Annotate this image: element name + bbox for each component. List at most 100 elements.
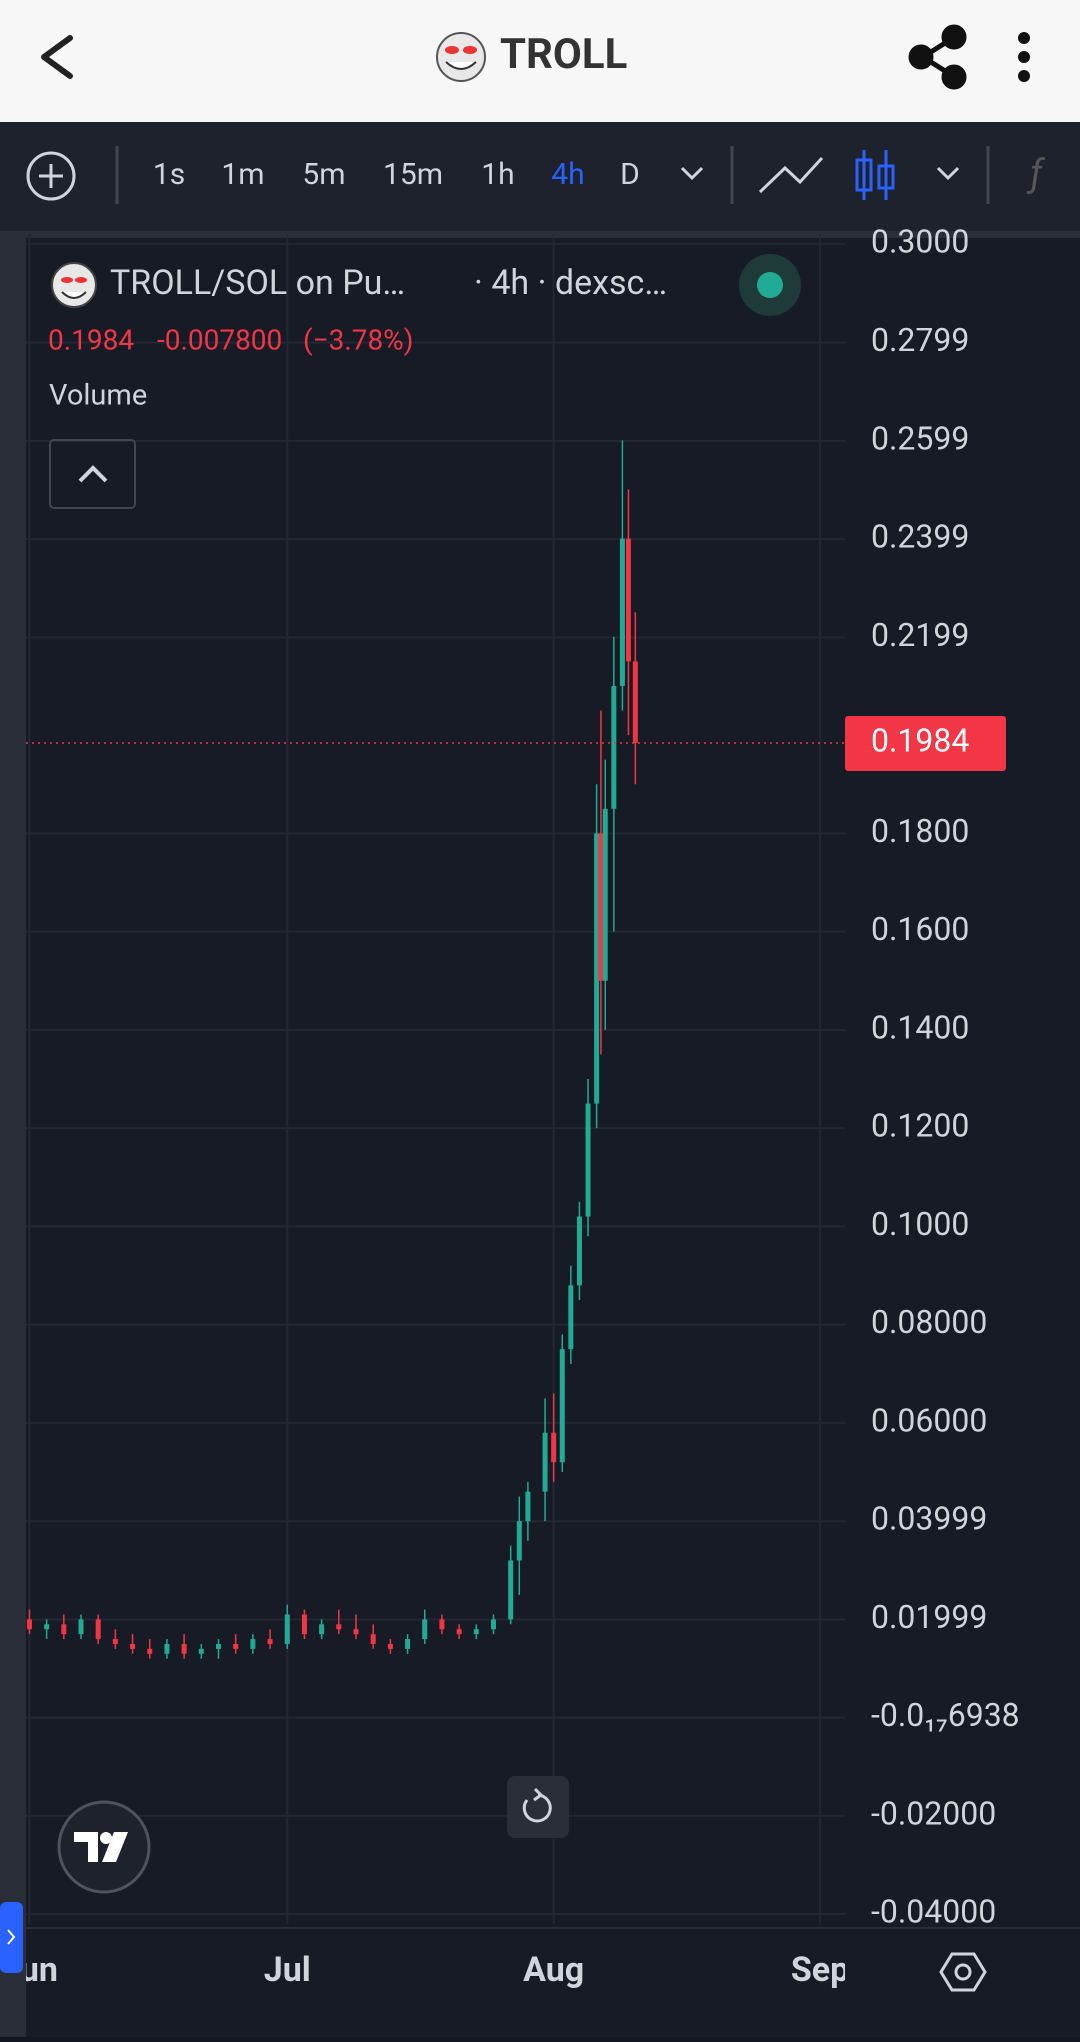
status-dot [757,272,783,298]
candle-body [95,1619,101,1640]
candle-body [542,1432,548,1492]
interval-group: 1s 1m 5m 15m 1h 4h D [153,157,640,192]
line-chart-button[interactable] [758,156,824,194]
candle-body [525,1491,531,1522]
side-tab-arrow [7,1929,16,1945]
candle-body [284,1614,290,1644]
y-axis: -0.04000 -0.02000 -0.0₁₇6938 0.01999 0.03999… [845,222,1020,1931]
y-tick-label: 0.2799 [871,321,969,359]
candle-body [594,833,600,1104]
tradingview-logo[interactable] [57,1800,151,1894]
grid [26,234,845,1924]
y-tick-label: 0.3000 [871,222,969,260]
last-price-label: 0.1984 [871,721,969,759]
toolbar [0,122,1080,231]
candle-body [319,1624,325,1635]
collapse-icon [78,465,108,483]
candle-body [336,1624,342,1630]
indicators-button[interactable]: ƒ [1026,152,1046,196]
x-tick-label: Jul [264,1950,311,1990]
add-indicator-button[interactable] [26,151,76,201]
candle-body [301,1614,307,1635]
y-tick-label: 0.06000 [871,1401,987,1439]
legend-change-pct: (−3.78%) [303,323,413,356]
interval-button[interactable]: D [620,157,640,192]
candle-body [568,1285,574,1350]
back-button[interactable] [41,35,73,79]
candle-body [78,1619,84,1635]
y-tick-label: 0.1200 [871,1107,969,1145]
candle-body [598,833,604,981]
interval-button[interactable]: 1h [481,157,514,192]
interval-button[interactable]: 1m [221,157,264,192]
candle-body [26,1619,32,1630]
legend-subtitle: · 4h · dexsc… [474,263,667,303]
y-tick-label: 0.2599 [871,419,969,457]
y-tick-label: -0.0₁₇6938 [871,1696,1020,1734]
candle-body [559,1349,565,1463]
collapse-button[interactable] [49,439,136,509]
time-axis [0,1928,1080,2037]
app-bar [0,0,1080,122]
plot [26,440,845,1659]
candle-body [164,1643,170,1654]
token-icon [436,32,486,82]
legend-change: -0.007800 [157,323,282,356]
share-button[interactable] [908,24,967,90]
candle-body [181,1643,187,1654]
candle-body [516,1521,522,1561]
y-tick-label: -0.04000 [871,1893,996,1931]
candle-body [370,1634,376,1644]
legend-title: TROLL/SOL on Pu… [110,263,405,303]
candle-body [198,1648,204,1654]
interval-button[interactable]: 1s [153,157,185,192]
y-tick-label: 0.2199 [871,616,969,654]
candle-body [619,538,625,686]
y-tick-label: 0.1400 [871,1008,969,1046]
x-axis: Jun Jul Aug Sep [1,1950,849,1990]
last-price-box [845,715,1006,771]
candle-body [585,1103,591,1217]
candle-body [576,1216,582,1286]
y-tick-label: -0.02000 [871,1794,996,1832]
candle-body [44,1624,50,1630]
divider [0,231,1080,238]
y-tick-label: 0.1600 [871,910,969,948]
candle-body [267,1639,273,1644]
left-strip [0,238,26,2037]
y-tick-label: 0.1000 [871,1205,969,1243]
legend-icon [51,262,97,308]
y-tick-label: 0.08000 [871,1303,987,1341]
y-tick-label: 0.2399 [871,518,969,556]
candle-body [508,1560,514,1620]
app-title: TROLL [500,30,627,79]
candle-chart-button[interactable] [855,150,895,200]
candle-body [611,685,617,809]
x-tick-label: Jun [1,1950,58,1990]
candle-body [632,661,638,743]
candle-body [456,1629,462,1635]
interval-button[interactable]: 15m [383,157,443,192]
x-tick-label: Sep [791,1950,849,1990]
y-tick-label: 0.01999 [871,1598,987,1636]
candle-body [491,1619,497,1630]
x-tick-label: Aug [523,1950,584,1990]
interval-button[interactable]: 5m [302,157,345,192]
y-tick-label: 0.03999 [871,1500,987,1538]
more-button[interactable] [1018,32,1030,82]
interval-dropdown[interactable] [680,166,704,181]
volume-label: Volume [49,379,147,413]
reset-button[interactable] [507,1776,569,1838]
candle-body [130,1643,136,1649]
chart-type-dropdown[interactable] [936,166,960,181]
side-tab[interactable] [0,1902,23,1973]
candle-body [602,808,608,981]
candle-body [216,1643,222,1649]
candle-body [353,1629,359,1635]
y-tick-label: 0.1800 [871,812,969,850]
settings-button[interactable] [939,1952,987,1992]
interval-button[interactable]: 4h [551,157,584,192]
legend-price: 0.1984 [48,323,134,356]
